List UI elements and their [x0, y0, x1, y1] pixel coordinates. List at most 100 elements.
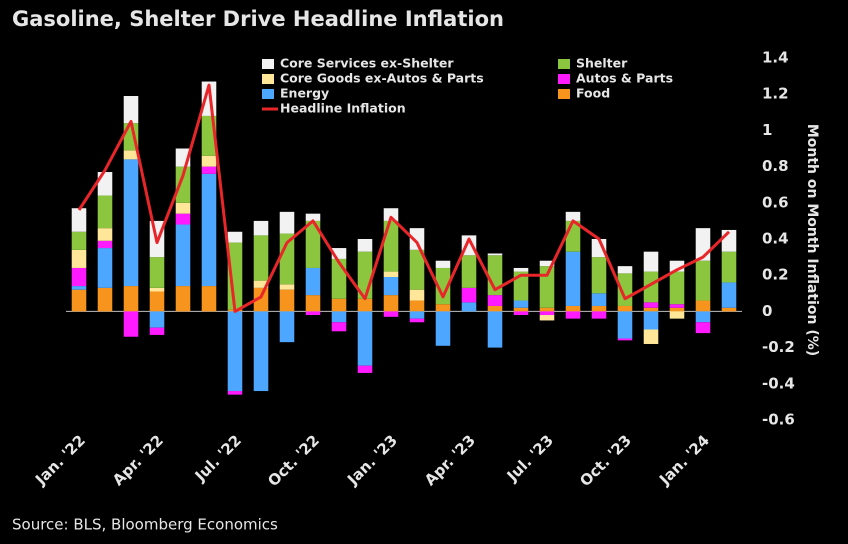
bar-segment: [539, 260, 555, 267]
bar-segment: [721, 282, 737, 308]
legend-label: Core Services ex-Shelter: [280, 56, 454, 71]
bar-segment: [305, 213, 321, 221]
x-tick-label: Apr. '22: [109, 431, 167, 489]
y-tick-label: 0: [762, 302, 772, 320]
bar-segment: [253, 220, 269, 236]
bar-segment: [97, 228, 113, 241]
y-tick-label: 1.4: [762, 49, 789, 67]
bar-segment: [409, 311, 425, 319]
bar-segment: [669, 304, 685, 308]
bar-segment: [357, 311, 373, 366]
bar-segment: [383, 311, 399, 317]
bar-segment: [149, 327, 165, 335]
bar-segment: [331, 311, 347, 323]
bar-segment: [305, 267, 321, 296]
bar-segment: [175, 224, 191, 287]
bar-segment: [409, 289, 425, 301]
bar-segment: [695, 311, 711, 323]
y-tick-label: 0.4: [762, 230, 789, 248]
bar-segment: [97, 240, 113, 249]
legend-label: Shelter: [576, 56, 628, 71]
bar-segment: [253, 311, 269, 392]
bar-segment: [71, 286, 87, 290]
y-tick-label: -0.2: [762, 338, 795, 356]
x-tick-label: Oct. '22: [264, 431, 323, 490]
legend-swatch: [558, 74, 570, 84]
x-tick-label: Jan. '23: [343, 431, 401, 489]
bar-segment: [617, 311, 633, 339]
y-tick-label: 0.8: [762, 157, 789, 175]
bar-segment: [123, 96, 139, 124]
y-tick-label: 1.2: [762, 85, 789, 103]
bar-segment: [175, 202, 191, 214]
bar-segment: [383, 271, 399, 278]
bar-segment: [513, 307, 529, 312]
bar-segment: [487, 311, 503, 348]
bar-segment: [149, 257, 165, 288]
legend-swatch: [262, 74, 274, 84]
bar-segment: [461, 255, 477, 288]
bar-segment: [435, 260, 451, 268]
bar-segment: [409, 228, 425, 250]
bar-segment: [279, 284, 295, 290]
bar-segment: [643, 307, 659, 312]
bar-segment: [513, 267, 529, 272]
bar-segment: [643, 329, 659, 344]
legend-swatch: [558, 59, 570, 69]
bar-segment: [669, 271, 685, 305]
bar-segment: [617, 338, 633, 341]
bar-segment: [279, 211, 295, 234]
bar-segment: [305, 220, 321, 268]
bar-segment: [721, 307, 737, 312]
bar-segment: [71, 231, 87, 250]
legend-swatch: [558, 89, 570, 99]
legend-label: Core Goods ex-Autos & Parts: [280, 71, 484, 86]
bar-segment: [71, 208, 87, 232]
bar-segment: [149, 287, 165, 292]
bar-segment: [591, 293, 607, 306]
bar-segment: [123, 311, 139, 337]
source: Source: BLS, Bloomberg Economics: [12, 516, 278, 534]
bar-segment: [123, 150, 139, 160]
bar-segment: [383, 295, 399, 312]
bar-segment: [279, 233, 295, 285]
bar-segment: [539, 307, 555, 312]
bar-segment: [409, 300, 425, 312]
bar-segment: [253, 287, 269, 312]
bar-segment: [279, 289, 295, 312]
bar-segment: [149, 291, 165, 312]
bar-segment: [253, 235, 269, 281]
x-tick-label: Oct. '23: [576, 431, 635, 490]
x-tick-label: Jan. '22: [31, 431, 89, 489]
bar-segment: [461, 287, 477, 303]
legend-label: Headline Inflation: [280, 101, 406, 116]
bar-segment: [331, 322, 347, 332]
bar-segment: [591, 239, 607, 258]
x-tick-label: Jul. '22: [191, 431, 245, 485]
bar-segment: [97, 195, 113, 229]
y-tick-label: -0.4: [762, 374, 795, 392]
bar-segment: [669, 311, 685, 319]
bar-segment: [253, 280, 269, 288]
bar-segment: [71, 267, 87, 287]
bar-segment: [149, 311, 165, 328]
bar-segment: [123, 159, 139, 287]
bar-segment: [435, 311, 451, 346]
bar-segment: [409, 249, 425, 290]
bar-segment: [201, 286, 217, 312]
bar-segment: [71, 249, 87, 268]
x-tick-label: Apr. '23: [421, 431, 479, 489]
bar-segment: [123, 286, 139, 312]
bar-segment: [305, 311, 321, 316]
bar-segment: [383, 208, 399, 221]
bar-segment: [669, 307, 685, 312]
bar-segment: [97, 248, 113, 288]
bar-segment: [643, 302, 659, 308]
bar-segment: [331, 298, 347, 312]
legend-label: Food: [576, 86, 610, 101]
bar-segment: [487, 305, 503, 312]
bar-segment: [305, 295, 321, 312]
x-tick-label: Jan. '24: [655, 431, 713, 489]
bar-segment: [695, 300, 711, 312]
